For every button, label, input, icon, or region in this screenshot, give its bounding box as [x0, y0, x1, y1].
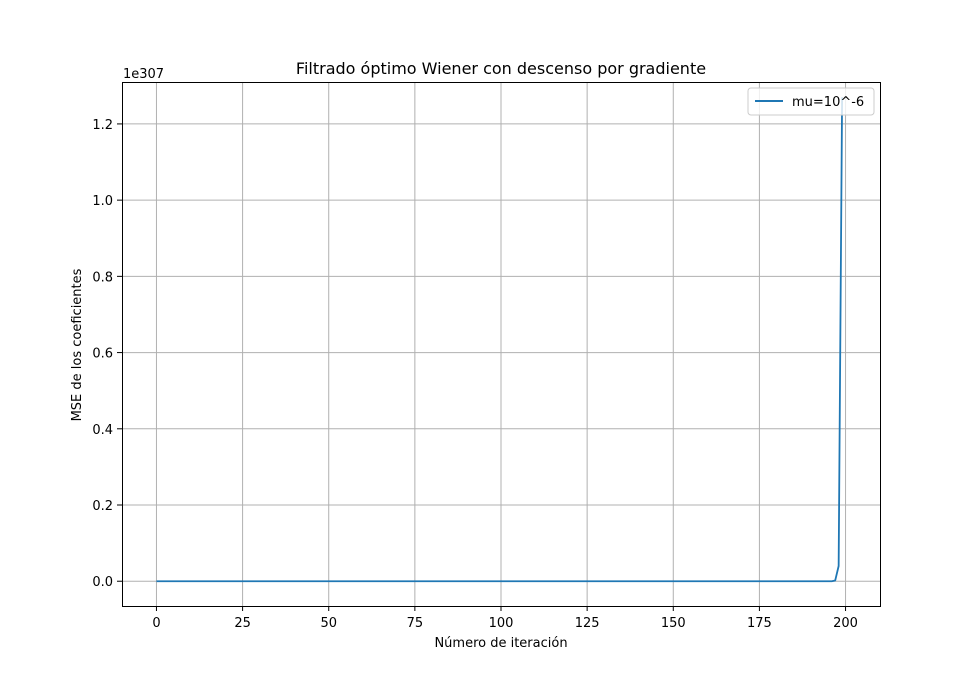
x-tick-label: 75	[407, 616, 424, 631]
x-tick-label: 125	[575, 616, 600, 631]
x-axis: 0 25 50 75 100 125 150 175 200	[152, 606, 858, 631]
series-line	[156, 97, 843, 583]
legend: mu=10^-6	[747, 87, 875, 116]
chart-title: Filtrado óptimo Wiener con descenso por …	[296, 59, 706, 78]
legend-label: mu=10^-6	[792, 95, 864, 110]
x-tick-label: 150	[661, 616, 686, 631]
y-tick-label: 0.4	[92, 423, 113, 438]
y-tick-label: 0.2	[92, 499, 113, 514]
series-layer	[156, 97, 843, 583]
x-tick-label: 50	[320, 616, 337, 631]
x-tick-label: 25	[234, 616, 251, 631]
x-tick-label: 175	[747, 616, 772, 631]
y-axis-label: MSE de los coeficientes	[70, 268, 85, 421]
x-axis-label: Número de iteración	[434, 636, 567, 651]
x-tick-label: 200	[833, 616, 858, 631]
y-tick-label: 1.0	[92, 194, 113, 209]
grid-lines	[122, 82, 880, 606]
x-tick-label: 0	[152, 616, 160, 631]
y-axis: 0.0 0.2 0.4 0.6 0.8 1.0 1.2	[92, 118, 122, 590]
y-tick-label: 0.0	[92, 575, 113, 590]
legend-box	[747, 87, 875, 116]
y-offset-label: 1e307	[123, 67, 164, 82]
y-tick-label: 1.2	[92, 118, 113, 133]
x-tick-label: 100	[489, 616, 514, 631]
y-tick-label: 0.6	[92, 347, 113, 362]
y-tick-label: 0.8	[92, 270, 113, 285]
